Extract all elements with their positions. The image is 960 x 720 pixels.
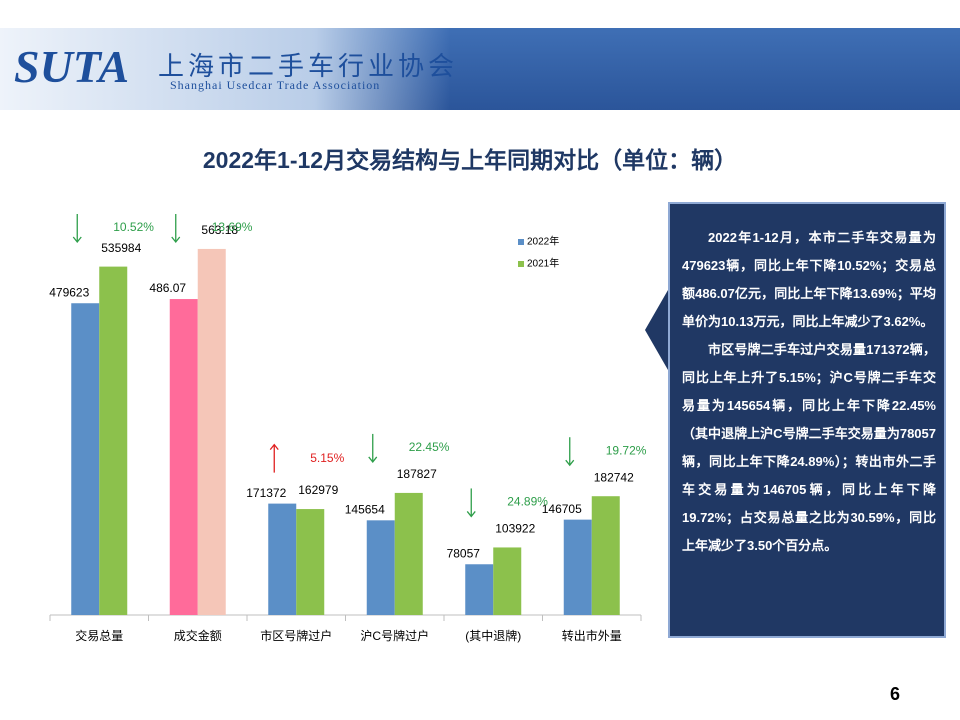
change-label: 24.89% [507,495,548,509]
bar [493,547,522,615]
legend-label: 2021年 [527,257,559,270]
change-label: 5.15% [310,451,344,465]
bar [197,248,226,616]
bar [563,519,592,615]
change-label: 13.69% [212,220,253,234]
bar [366,520,395,615]
change-arrowhead [565,459,575,467]
change-label: 10.52% [113,220,154,234]
bar [465,564,494,615]
change-arrowhead [171,236,181,244]
change-arrowhead [72,236,82,244]
chart-title: 2022年1-12月交易结构与上年同期对比（单位：辆） [203,147,737,173]
data-label: 78057 [447,546,481,560]
x-tick-label: 成交金额 [174,628,222,643]
bar [169,299,198,615]
data-label: 162979 [298,483,338,497]
data-label: 171372 [246,486,286,500]
change-arrowhead [368,456,378,463]
note-box: 2022年1-12月，本市二手车交易量为479623辆，同比上年下降10.52%… [668,202,946,638]
bar [394,492,423,615]
x-tick-label: 沪C号牌过户 [360,628,429,643]
change-label: 22.45% [409,440,450,454]
data-label: 563.18 [201,223,238,237]
x-tick-label: 转出市外量 [562,628,622,643]
legend-swatch [518,261,524,267]
note-paragraph: 2022年1-12月，本市二手车交易量为479623辆，同比上年下降10.52%… [682,230,936,329]
change-arrowhead [466,511,476,518]
data-label: 486.07 [149,281,186,295]
x-tick-label: (其中退牌) [465,628,521,643]
x-tick-label: 市区号牌过户 [260,628,332,643]
data-label: 103922 [495,522,535,536]
org-name: 上海市二手车行业协会 [158,52,459,82]
x-tick-label: 交易总量 [75,628,123,643]
page-number: 6 [890,684,901,704]
note-paragraph: 市区号牌二手车过户交易量171372辆，同比上年上升了5.15%；沪C号牌二手车… [682,342,936,553]
data-label: 535984 [101,241,141,255]
data-label: 182742 [594,470,634,484]
callout-pointer [645,290,668,370]
bar [71,303,100,615]
change-arrowhead [269,443,279,451]
data-label: 479623 [49,285,89,299]
data-label: 146705 [542,502,582,516]
bar [296,509,325,615]
data-label: 145654 [345,502,385,516]
legend-label: 2022年 [527,235,559,248]
logo: SUTA [14,41,130,92]
bar [99,266,128,615]
org-name-en: Shanghai Usedcar Trade Association [170,78,381,92]
bar [591,496,620,615]
bar [268,503,297,615]
logo-area [0,28,450,110]
legend-swatch [518,239,524,245]
change-label: 19.72% [606,443,647,457]
data-label: 187827 [397,467,437,481]
